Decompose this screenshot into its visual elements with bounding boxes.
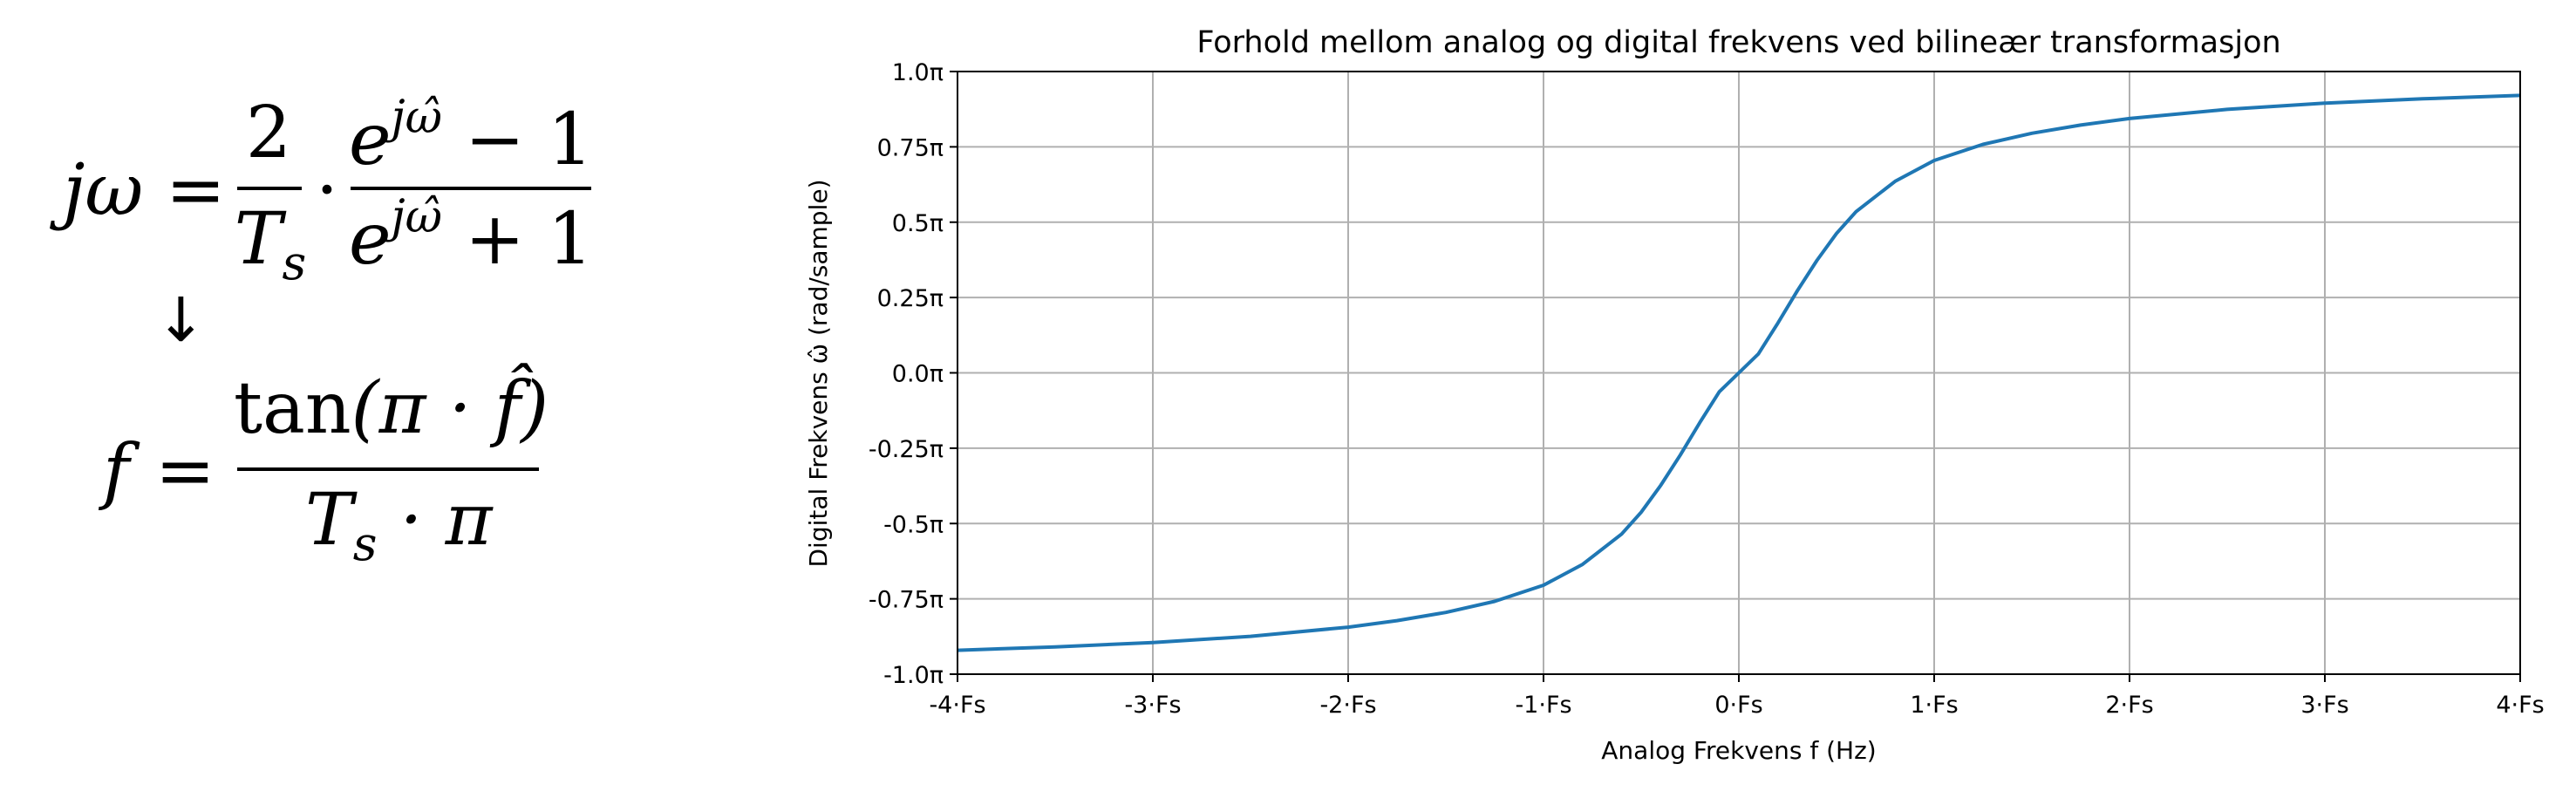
eq1-frac2-bar <box>351 187 591 190</box>
x-tick-label: -2·Fs <box>1319 692 1376 719</box>
x-tick-label: -3·Fs <box>1124 692 1181 719</box>
eq1-fraction-1: 2 <box>234 98 303 169</box>
x-tick-label: 0·Fs <box>1714 692 1762 719</box>
eq1-equals: = <box>166 149 226 232</box>
y-tick-label: 0.0π <box>892 361 944 388</box>
eq2-bar <box>237 467 539 471</box>
eq2-equals: = <box>155 430 215 513</box>
eq1-frac1-numerator: 2 <box>245 92 292 174</box>
eq1-frac1-bar <box>237 187 302 190</box>
eq2-lhs: f <box>103 430 130 513</box>
chart-series <box>957 93 2521 652</box>
x-tick-label: 4·Fs <box>2496 692 2544 719</box>
x-axis-label: Analog Frekvens f (Hz) <box>1601 736 1876 765</box>
chart-ticks: -4·Fs -3·Fs -2·Fs -1·Fs 0·Fs 1·Fs 2·Fs 3·Fs 4·Fs… <box>869 59 2545 719</box>
chart-title: Forhold mellom analog og digital frekven… <box>1196 25 2280 60</box>
y-tick-label: 0.5π <box>892 210 944 237</box>
eq1-dot: · <box>316 149 339 232</box>
down-arrow-icon: ↓ <box>155 284 207 356</box>
eq1-frac2-denominator: ejω̂ + 1 <box>349 191 594 281</box>
y-tick-label: -0.25π <box>869 436 944 463</box>
eq1-lhs: jω <box>63 149 144 232</box>
eq2-numerator: tan(π · f̂) <box>234 367 549 450</box>
x-tick-label: -4·Fs <box>929 692 985 719</box>
equation-bilinear: jω = 2 Ts · ejω̂ − 1 ejω̂ + 1 ↓ f = tan(… <box>0 0 715 805</box>
x-tick-label: -1·Fs <box>1515 692 1571 719</box>
y-tick-label: -1.0π <box>883 662 944 689</box>
y-tick-label: -0.75π <box>869 587 944 614</box>
y-tick-label: 0.25π <box>877 285 944 312</box>
y-tick-label: 1.0π <box>892 59 944 86</box>
x-tick-label: 2·Fs <box>2105 692 2153 719</box>
eq1-frac2-numerator: ejω̂ − 1 <box>349 92 594 181</box>
y-axis-label: Digital Frekvens ω̂ (rad/sample) <box>804 179 833 567</box>
eq2-denominator: Ts · π <box>305 479 493 571</box>
y-tick-label: -0.5π <box>883 511 944 538</box>
eq1-frac1-denominator: Ts <box>234 198 307 290</box>
series-line <box>957 93 2521 652</box>
y-tick-label: 0.75π <box>877 134 944 161</box>
x-tick-label: 1·Fs <box>1910 692 1958 719</box>
x-tick-label: 3·Fs <box>2300 692 2348 719</box>
